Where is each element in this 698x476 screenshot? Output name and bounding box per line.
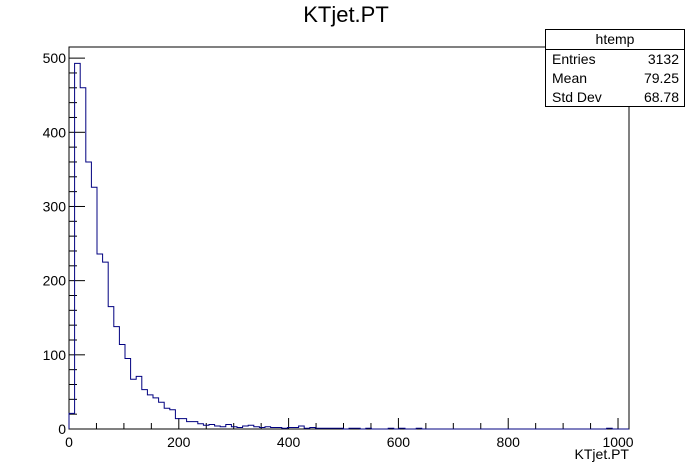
x-tick-label: 200 (167, 434, 191, 450)
histogram-bin (80, 88, 86, 429)
stats-entries-value: 3132 (647, 51, 679, 67)
y-tick-label: 500 (43, 50, 67, 66)
histogram-bin (159, 402, 165, 429)
histogram-bin (147, 395, 153, 429)
x-tick-label: 0 (65, 434, 73, 450)
histogram-bin (170, 410, 176, 429)
histogram-bin (119, 344, 125, 429)
stats-box: htemp Entries 3132 Mean 79.25 Std Dev 68… (545, 29, 685, 107)
histogram-bin (69, 413, 75, 429)
histogram-bin (164, 408, 170, 429)
stats-mean-label: Mean (552, 70, 588, 86)
histogram-bin (125, 359, 131, 429)
chart-title: KTjet.PT (303, 2, 389, 27)
histogram-bin (86, 162, 92, 429)
stats-mean-value: 79.25 (643, 70, 679, 86)
x-tick-label: 400 (277, 434, 301, 450)
histogram-bin (114, 327, 120, 429)
stats-stddev-row: Std Dev 68.78 (546, 88, 684, 107)
histogram-bin (175, 419, 181, 429)
x-axis-label: KTjet.PT (575, 446, 630, 462)
stats-box-title: htemp (546, 30, 684, 50)
histogram-bin (136, 376, 142, 429)
x-tick-label: 800 (497, 434, 521, 450)
histogram-bin (103, 262, 109, 429)
x-tick-label: 1000 (602, 434, 633, 450)
histogram-bin (248, 425, 254, 429)
stats-entries-row: Entries 3132 (546, 50, 684, 69)
stats-entries-label: Entries (552, 51, 596, 67)
histogram-bin (187, 422, 193, 429)
y-tick-label: 200 (43, 273, 67, 289)
histogram-bin (181, 419, 187, 429)
histogram-bin (209, 425, 215, 429)
histogram-bin (192, 422, 198, 429)
stats-stddev-label: Std Dev (552, 89, 602, 105)
histogram-bars (68, 62, 629, 430)
histogram-bin (142, 390, 148, 429)
histogram-bin (91, 187, 97, 429)
histogram-bin (97, 254, 103, 429)
axis-ticks: 0 200 400 600 800 1000 0 100 200 300 400 500 (43, 50, 634, 450)
histogram-bin (198, 424, 204, 429)
histogram-bin (226, 425, 232, 429)
y-tick-label: 300 (43, 198, 67, 214)
histogram-bin (108, 307, 114, 429)
histogram-bin (131, 379, 137, 429)
x-tick-label: 600 (387, 434, 411, 450)
histogram-bin (75, 63, 81, 429)
stats-mean-row: Mean 79.25 (546, 69, 684, 88)
y-tick-label: 400 (43, 124, 67, 140)
histogram-outline (68, 62, 629, 430)
y-tick-label: 100 (43, 347, 67, 363)
y-tick-label: 0 (58, 421, 66, 437)
stats-stddev-value: 68.78 (643, 89, 679, 105)
histogram-bin (153, 398, 159, 429)
